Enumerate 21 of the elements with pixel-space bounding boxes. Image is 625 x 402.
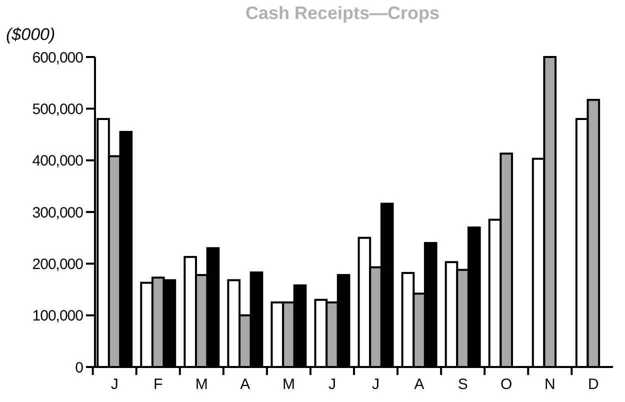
y-axis-title: ($000) — [6, 25, 56, 44]
y-tick-label: 300,000 — [32, 204, 84, 222]
x-tick-label: J — [110, 376, 118, 393]
x-tick-label: O — [500, 376, 512, 393]
x-tick-label: F — [154, 376, 163, 393]
y-tick-label: 400,000 — [32, 152, 84, 170]
y-tick-label: 600,000 — [32, 49, 84, 66]
x-tick-label: N — [544, 376, 556, 393]
y-tick-label: 100,000 — [32, 308, 84, 325]
x-tick-label: M — [282, 376, 295, 393]
x-tick-label: S — [458, 376, 468, 393]
x-tick-label: A — [414, 376, 424, 393]
x-tick-label: J — [328, 376, 336, 393]
x-tick-label: M — [195, 376, 208, 393]
chart-title: Cash Receipts—Crops — [245, 3, 440, 23]
y-tick-label: 500,000 — [32, 100, 84, 118]
y-tick-label: 0 — [75, 359, 84, 376]
y-tick-label: 200,000 — [32, 256, 84, 273]
x-tick-label: D — [588, 376, 599, 393]
x-tick-label: J — [372, 376, 380, 393]
x-tick-label: A — [240, 376, 250, 393]
